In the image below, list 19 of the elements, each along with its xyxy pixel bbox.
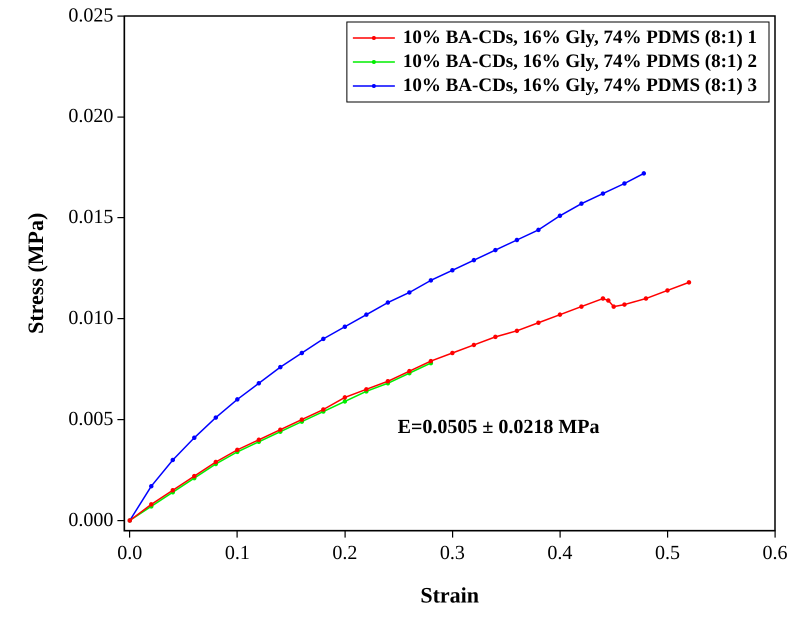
y-tick-label: 0.005: [68, 408, 114, 430]
legend-label: 10% BA-CDs, 16% Gly, 74% PDMS (8:1) 2: [402, 50, 758, 72]
y-tick-label: 0.015: [68, 206, 114, 228]
y-tick-label: 0.000: [68, 508, 114, 531]
legend-label: 10% BA-CDs, 16% Gly, 74% PDMS (8:1) 3: [402, 74, 758, 96]
x-tick-label: 0.5: [654, 542, 680, 564]
x-tick-label: 0.3: [440, 542, 465, 564]
y-tick-label: 0.020: [68, 105, 114, 128]
x-tick-label: 0.0: [117, 542, 142, 564]
annotation: E=0.0505 ± 0.0218 MPa: [398, 416, 600, 438]
legend-label: 10% BA-CDs, 16% Gly, 74% PDMS (8:1) 1: [402, 26, 758, 48]
x-tick-label: 0.1: [224, 542, 250, 564]
x-tick-label: 0.4: [547, 542, 572, 564]
y-tick-label: 0.025: [68, 4, 114, 26]
y-axis-title: Stress (MPa): [22, 212, 48, 334]
x-axis-title: Strain: [420, 582, 480, 608]
y-tick-label: 0.010: [68, 306, 114, 329]
x-tick-label: 0.2: [332, 542, 358, 564]
x-tick-label: 0.6: [762, 542, 788, 564]
